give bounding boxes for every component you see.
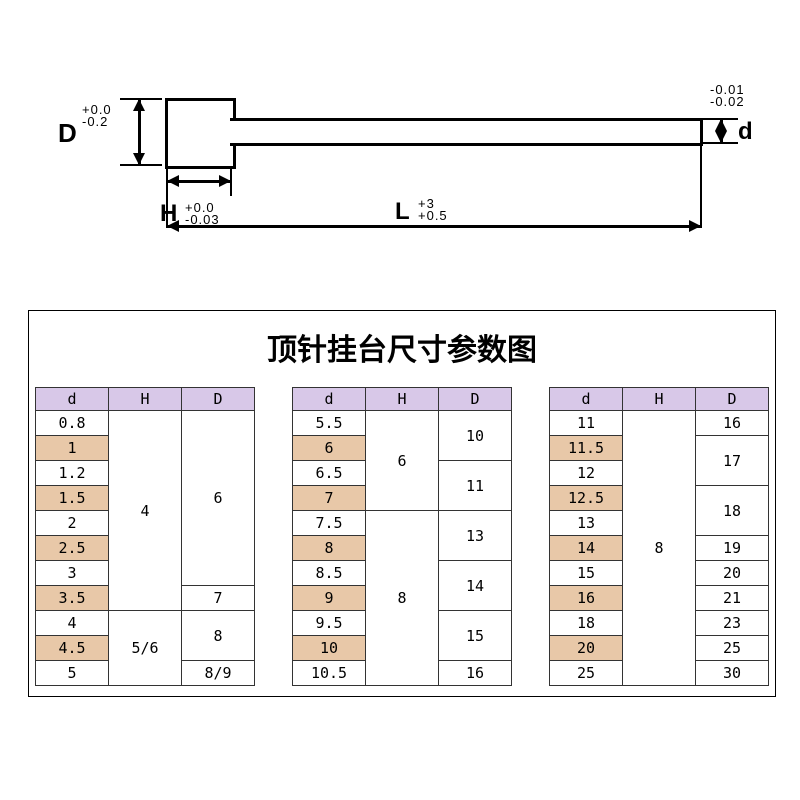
cell-H: 8 <box>366 511 439 686</box>
cell-D: 16 <box>439 661 512 686</box>
table-title: 顶针挂台尺寸参数图 <box>29 311 775 387</box>
cell-D: 17 <box>696 436 769 486</box>
cell-d: 5 <box>36 661 109 686</box>
tol-d: -0.01 -0.02 <box>710 84 745 108</box>
dim-H-line <box>168 180 230 183</box>
cell-d: 20 <box>550 636 623 661</box>
ejector-pin-diagram: D +0.0 -0.2 H +0.0 -0.03 L +3 +0.5 d -0.… <box>60 80 740 260</box>
cell-d: 8.5 <box>293 561 366 586</box>
dim-L-line <box>168 225 700 228</box>
cell-D: 8 <box>182 611 255 661</box>
cell-d: 11 <box>550 411 623 436</box>
cell-H: 6 <box>366 411 439 511</box>
spec-table-3: dHD 11816 11.5 17 1212.5 18 1314 19 15 20 16 21 18 23… <box>549 387 769 686</box>
cell-d: 2 <box>36 511 109 536</box>
cell-H: 4 <box>109 411 182 611</box>
table-header: H <box>623 388 696 411</box>
cell-d: 10.5 <box>293 661 366 686</box>
ext-line <box>700 144 702 228</box>
tol-L-lower: +0.5 <box>418 210 448 222</box>
cell-d: 13 <box>550 511 623 536</box>
cell-D: 19 <box>696 536 769 561</box>
tol-D-lower: -0.2 <box>82 116 112 128</box>
cell-d: 4 <box>36 611 109 636</box>
cell-d: 7 <box>293 486 366 511</box>
cell-d: 14 <box>550 536 623 561</box>
cell-d: 4.5 <box>36 636 109 661</box>
cell-d: 1.5 <box>36 486 109 511</box>
dim-D-line <box>138 100 141 164</box>
table-header: D <box>439 388 512 411</box>
cell-d: 18 <box>550 611 623 636</box>
cell-d: 6.5 <box>293 461 366 486</box>
table-header: D <box>696 388 769 411</box>
cell-d: 11.5 <box>550 436 623 461</box>
cell-D: 10 <box>439 411 512 461</box>
table-header: H <box>109 388 182 411</box>
cell-D: 20 <box>696 561 769 586</box>
cell-D: 16 <box>696 411 769 436</box>
table-header: D <box>182 388 255 411</box>
cell-D: 23 <box>696 611 769 636</box>
label-D: D <box>58 118 77 149</box>
pin-head <box>165 98 236 169</box>
cell-D: 7 <box>182 586 255 611</box>
cell-d: 10 <box>293 636 366 661</box>
cell-d: 9.5 <box>293 611 366 636</box>
tol-d-lower: -0.02 <box>710 96 745 108</box>
cell-D: 21 <box>696 586 769 611</box>
table-header: d <box>550 388 623 411</box>
cell-d: 15 <box>550 561 623 586</box>
label-d: d <box>738 118 753 146</box>
cell-d: 3.5 <box>36 586 109 611</box>
tol-D: +0.0 -0.2 <box>82 104 112 128</box>
spec-table-2: dHD5.561066.51177.581388.51499.5151010.5… <box>292 387 512 686</box>
table-header: d <box>293 388 366 411</box>
cell-d: 12 <box>550 461 623 486</box>
cell-d: 25 <box>550 661 623 686</box>
cell-d: 6 <box>293 436 366 461</box>
cell-D: 13 <box>439 511 512 561</box>
cell-d: 5.5 <box>293 411 366 436</box>
table-header: H <box>366 388 439 411</box>
cell-d: 9 <box>293 586 366 611</box>
cell-D: 8/9 <box>182 661 255 686</box>
cell-D: 6 <box>182 411 255 586</box>
cell-D: 18 <box>696 486 769 536</box>
cell-D: 14 <box>439 561 512 611</box>
spec-table-1: dHD0.84611.21.522.533.5745/684.558/9 <box>35 387 255 686</box>
cell-D: 15 <box>439 611 512 661</box>
pin-shaft <box>230 118 703 146</box>
tol-H: +0.0 -0.03 <box>185 202 220 226</box>
cell-d: 0.8 <box>36 411 109 436</box>
cell-d: 7.5 <box>293 511 366 536</box>
cell-d: 16 <box>550 586 623 611</box>
dim-d-line <box>720 120 723 142</box>
cell-D: 30 <box>696 661 769 686</box>
cell-d: 3 <box>36 561 109 586</box>
cell-d: 8 <box>293 536 366 561</box>
cell-d: 12.5 <box>550 486 623 511</box>
cell-H: 5/6 <box>109 611 182 686</box>
cell-d: 2.5 <box>36 536 109 561</box>
label-L: L <box>395 198 410 226</box>
spec-table-section: 顶针挂台尺寸参数图 dHD0.84611.21.522.533.5745/684… <box>28 310 776 697</box>
cell-d: 1 <box>36 436 109 461</box>
cell-H: 8 <box>623 411 696 686</box>
tol-L: +3 +0.5 <box>418 198 448 222</box>
tables-container: dHD0.84611.21.522.533.5745/684.558/9 dHD… <box>29 387 775 696</box>
cell-d: 1.2 <box>36 461 109 486</box>
table-header: d <box>36 388 109 411</box>
cell-D: 11 <box>439 461 512 511</box>
cell-D: 25 <box>696 636 769 661</box>
